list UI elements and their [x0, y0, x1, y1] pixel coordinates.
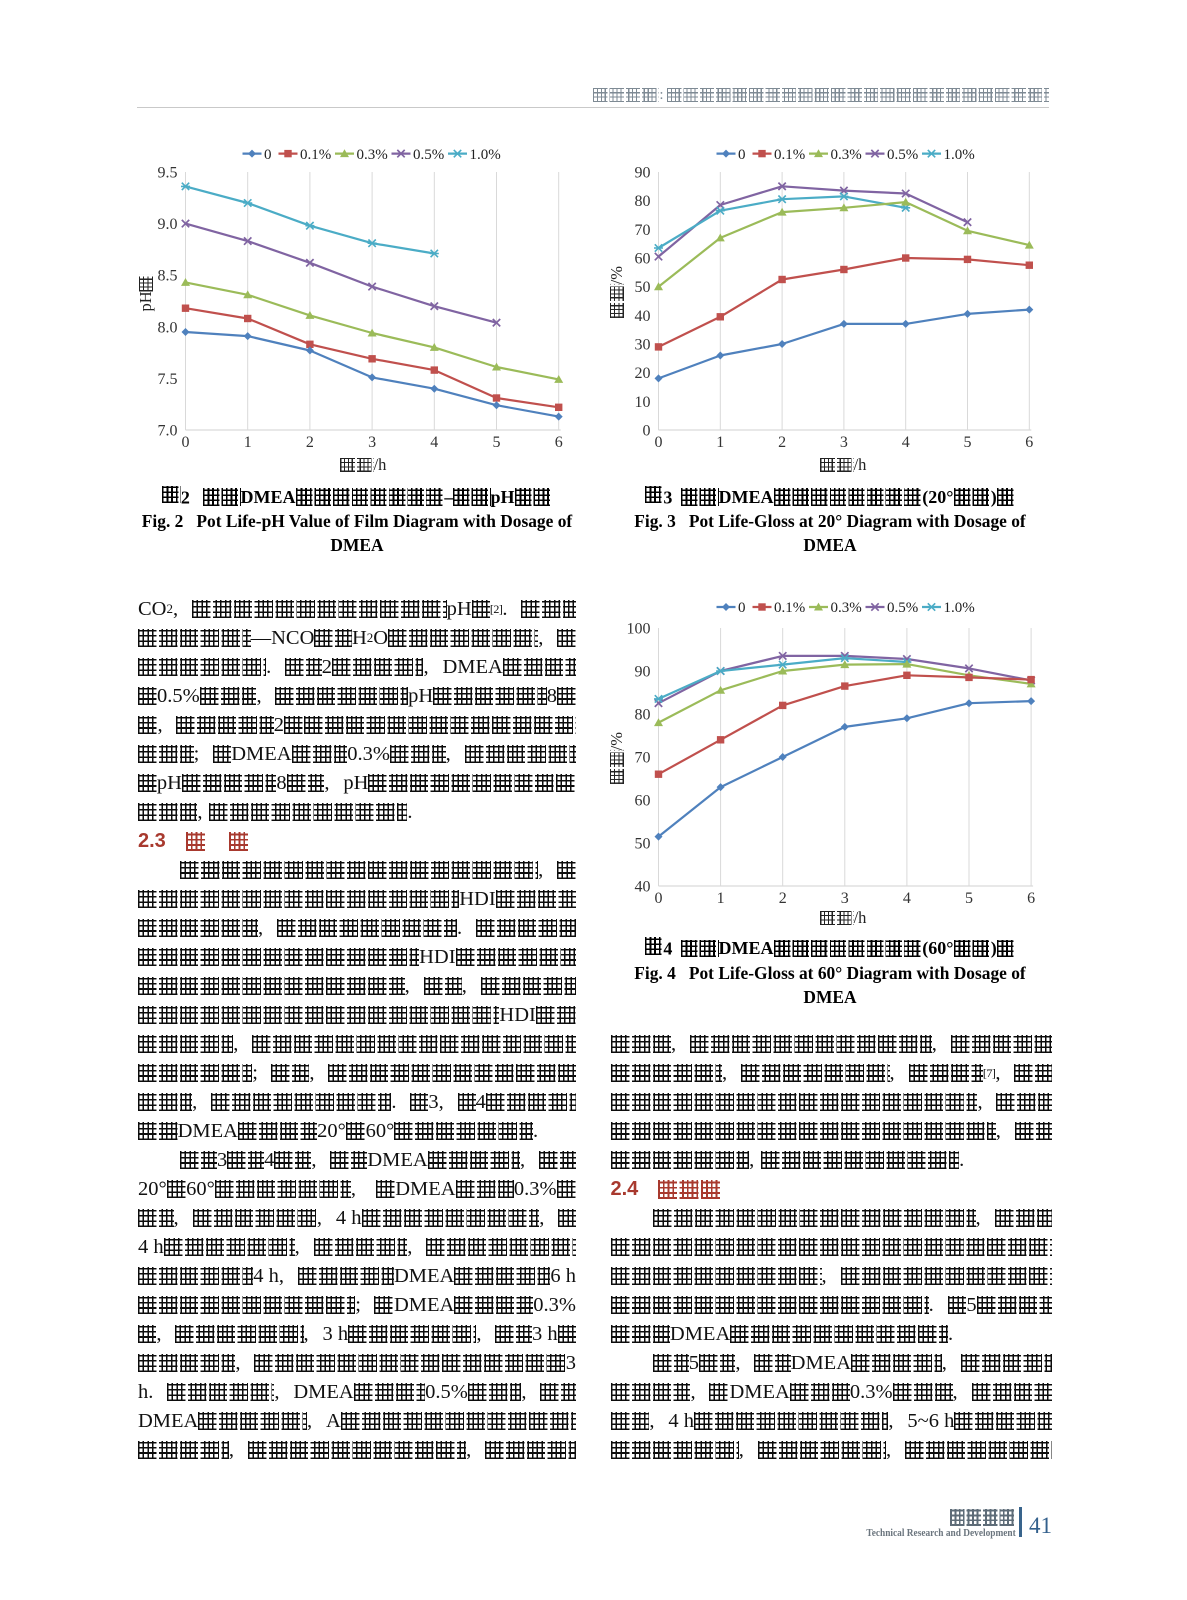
svg-text:100: 100 [627, 621, 651, 638]
svg-text:0: 0 [264, 147, 272, 163]
svg-text:0.5%: 0.5% [413, 147, 444, 163]
svg-text:7.5: 7.5 [158, 371, 178, 388]
svg-text:5: 5 [493, 434, 501, 451]
svg-text:0: 0 [738, 600, 746, 616]
svg-text:50: 50 [635, 279, 651, 296]
svg-text:0: 0 [643, 423, 651, 440]
svg-text:0.3%: 0.3% [357, 147, 388, 163]
svg-text:40: 40 [635, 879, 651, 896]
svg-text:80: 80 [635, 193, 651, 210]
svg-text:4: 4 [430, 434, 438, 451]
svg-text:1: 1 [716, 434, 724, 451]
svg-text:80: 80 [635, 707, 651, 724]
svg-text:70: 70 [635, 750, 651, 767]
svg-text:.: . [600, 135, 604, 139]
svg-text:40: 40 [635, 308, 651, 325]
svg-text:7.0: 7.0 [158, 423, 178, 440]
svg-text:5: 5 [965, 890, 973, 907]
svg-text:2: 2 [779, 890, 787, 907]
svg-text:2: 2 [306, 434, 314, 451]
svg-text:1: 1 [717, 890, 725, 907]
svg-text:0: 0 [655, 890, 663, 907]
svg-text:70: 70 [635, 222, 651, 239]
svg-text:3: 3 [368, 434, 376, 451]
svg-text:1.0%: 1.0% [470, 147, 501, 163]
svg-text:1.0%: 1.0% [944, 600, 975, 616]
svg-text:6: 6 [1027, 890, 1035, 907]
svg-text:90: 90 [635, 165, 651, 182]
svg-text:8.0: 8.0 [158, 319, 178, 336]
svg-text:.: . [130, 135, 134, 139]
svg-text:4: 4 [902, 434, 910, 451]
svg-text:30: 30 [635, 337, 651, 354]
svg-text:6: 6 [1025, 434, 1033, 451]
svg-text:0: 0 [738, 147, 746, 163]
svg-text:0: 0 [655, 434, 663, 451]
svg-text:5: 5 [964, 434, 972, 451]
svg-text:1: 1 [244, 434, 252, 451]
svg-text:8.5: 8.5 [158, 268, 178, 285]
svg-text:10: 10 [635, 394, 651, 411]
svg-text:1.0%: 1.0% [944, 147, 975, 163]
svg-text:0.5%: 0.5% [887, 147, 918, 163]
svg-text:3: 3 [840, 434, 848, 451]
svg-text:9.0: 9.0 [158, 216, 178, 233]
svg-text:0.5%: 0.5% [887, 600, 918, 616]
svg-text:0.3%: 0.3% [831, 147, 862, 163]
svg-text:6: 6 [555, 434, 563, 451]
svg-text:9.5: 9.5 [158, 165, 178, 182]
svg-text:90: 90 [635, 664, 651, 681]
svg-text:0.1%: 0.1% [774, 147, 805, 163]
svg-text:3: 3 [841, 890, 849, 907]
svg-text:60: 60 [635, 793, 651, 810]
svg-text:0: 0 [182, 434, 190, 451]
svg-text:0.1%: 0.1% [300, 147, 331, 163]
svg-text:.: . [600, 585, 604, 589]
svg-text:0.3%: 0.3% [831, 600, 862, 616]
svg-text:20: 20 [635, 365, 651, 382]
svg-text:2: 2 [778, 434, 786, 451]
svg-text:60: 60 [635, 251, 651, 268]
svg-text:4: 4 [903, 890, 911, 907]
svg-text:0.1%: 0.1% [774, 600, 805, 616]
svg-text:50: 50 [635, 836, 651, 853]
